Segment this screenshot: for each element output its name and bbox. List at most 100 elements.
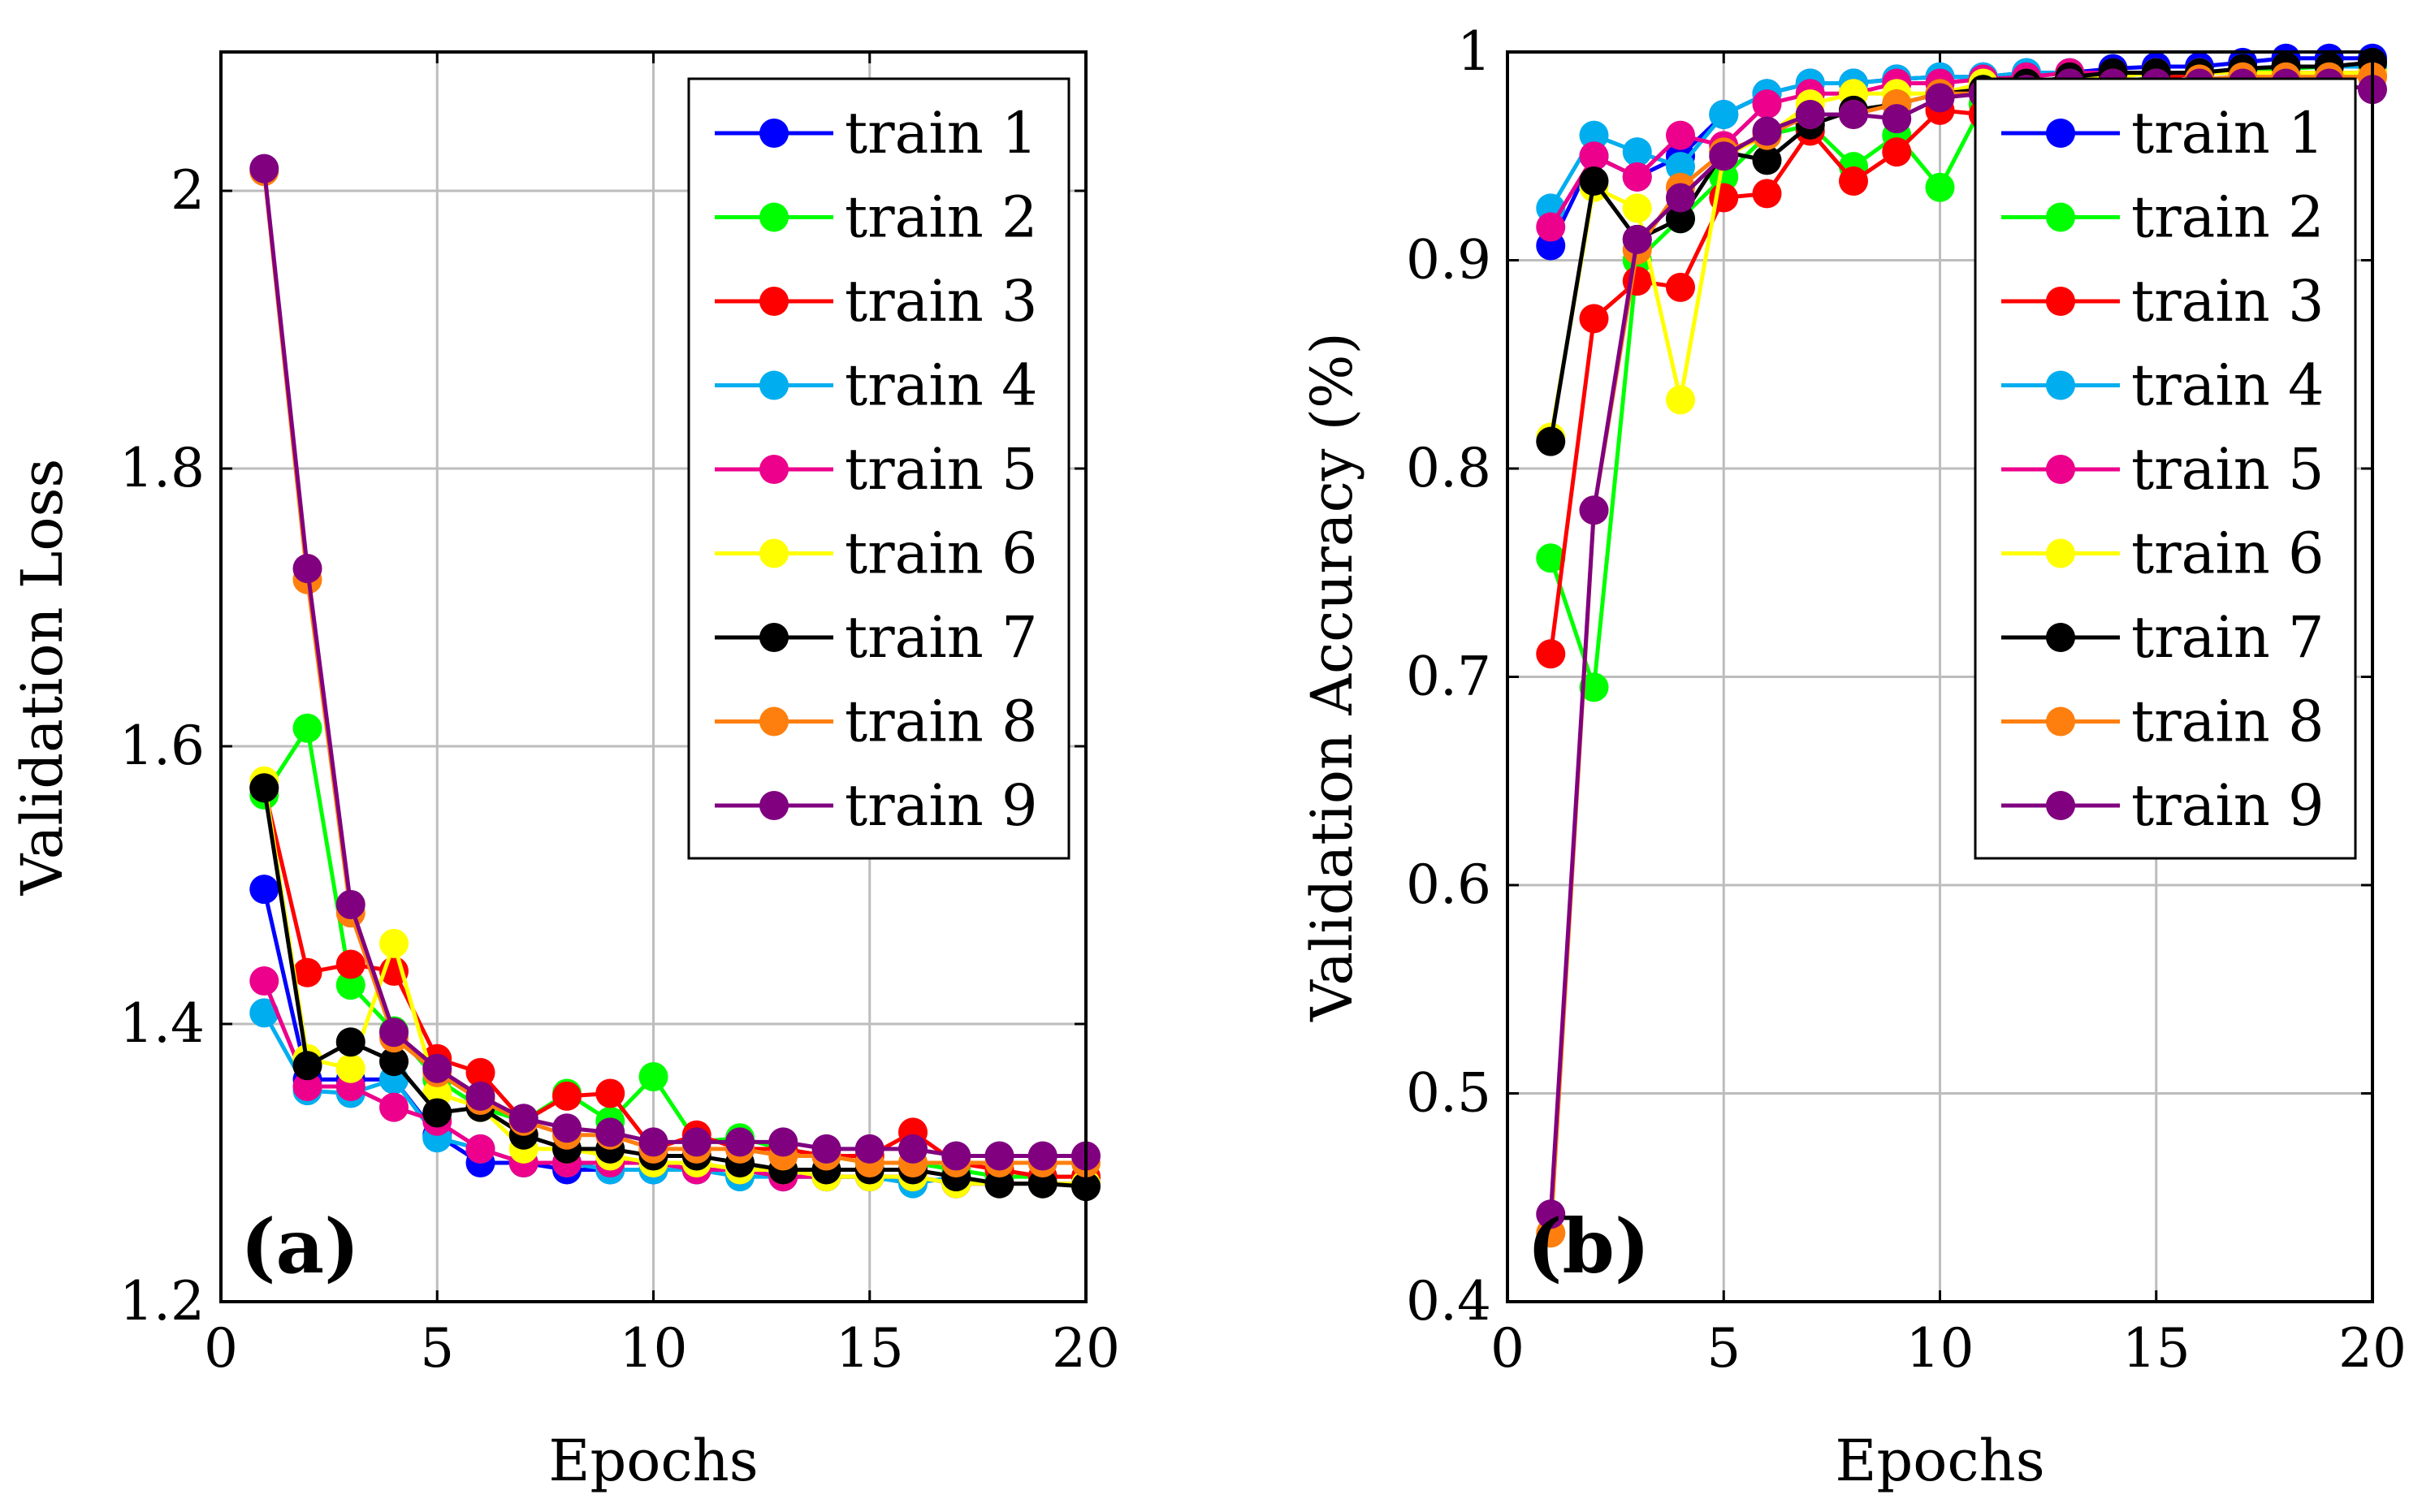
data-point — [1666, 272, 1695, 302]
legend-swatch-marker — [759, 455, 789, 484]
data-point — [1709, 162, 1739, 192]
legend-label: train 9 — [2131, 772, 2325, 839]
data-point — [292, 554, 322, 584]
data-point — [249, 773, 279, 803]
data-point — [1579, 304, 1609, 334]
y-tick-label: 0.8 — [1406, 437, 1491, 499]
data-point — [1752, 145, 1782, 175]
data-point — [984, 1169, 1014, 1199]
y-axis-label: Validation Loss — [9, 459, 76, 896]
data-point — [811, 1134, 841, 1164]
legend-swatch-marker — [759, 370, 789, 400]
data-point — [1536, 1199, 1566, 1229]
data-point — [1027, 1169, 1057, 1199]
data-point — [768, 1127, 798, 1157]
data-point — [1925, 83, 1955, 113]
legend-swatch-marker — [2046, 370, 2075, 400]
legend-label: train 9 — [845, 772, 1038, 839]
data-point — [335, 1027, 365, 1057]
x-tick-label: 10 — [620, 1317, 688, 1380]
data-point — [1536, 639, 1566, 669]
data-point — [249, 966, 279, 996]
legend-label: train 3 — [2131, 268, 2325, 335]
legend-label: train 2 — [845, 184, 1038, 251]
data-point — [984, 1141, 1014, 1171]
data-point — [638, 1061, 668, 1091]
y-tick-label: 1.6 — [119, 715, 205, 777]
data-point — [1536, 212, 1566, 242]
legend-label: train 1 — [2131, 100, 2325, 166]
data-point — [552, 1113, 582, 1143]
data-point — [1622, 162, 1652, 192]
x-axis-label: Epochs — [1835, 1428, 2044, 1494]
legend-swatch-marker — [2046, 791, 2075, 820]
panel-label: (b) — [1527, 1203, 1650, 1290]
data-point — [1709, 99, 1739, 129]
data-point — [465, 1057, 495, 1087]
plot-frame — [1506, 50, 2374, 1303]
data-point — [1579, 120, 1609, 150]
data-point — [1622, 224, 1652, 254]
legend-swatch-marker — [2046, 119, 2075, 148]
y-tick-label: 0.7 — [1406, 646, 1491, 708]
data-point — [1666, 152, 1695, 182]
panel-label: (a) — [240, 1203, 360, 1290]
legend-swatch-marker — [759, 119, 789, 148]
data-point — [854, 1134, 884, 1164]
legend-label: train 8 — [2131, 689, 2325, 755]
data-point — [1839, 99, 1868, 129]
x-tick-label: 10 — [1906, 1317, 1974, 1380]
plot-frame — [219, 50, 1088, 1303]
data-point — [379, 1092, 409, 1122]
legend-swatch-marker — [2046, 455, 2075, 484]
data-point — [1536, 426, 1566, 456]
series-train-9 — [249, 153, 1101, 1171]
x-tick-label: 20 — [1052, 1317, 1120, 1380]
x-tick-label: 5 — [420, 1317, 454, 1380]
data-point — [1622, 137, 1652, 167]
data-point — [422, 1053, 452, 1083]
x-tick-label: 5 — [1706, 1317, 1741, 1380]
data-point — [1795, 99, 1825, 129]
legend-label: train 5 — [845, 436, 1038, 503]
legend-label: train 1 — [845, 100, 1038, 166]
data-point — [681, 1127, 711, 1157]
y-tick-label: 0.5 — [1406, 1062, 1491, 1125]
data-point — [1027, 1141, 1057, 1171]
legend-label: train 4 — [845, 352, 1038, 419]
data-point — [1666, 204, 1695, 234]
x-tick-label: 0 — [1490, 1317, 1525, 1380]
data-point — [1666, 120, 1695, 150]
y-tick-label: 1.4 — [119, 992, 205, 1055]
y-tick-label: 0.4 — [1406, 1270, 1491, 1333]
data-point — [1579, 495, 1609, 525]
data-point — [465, 1081, 495, 1111]
data-point — [335, 889, 365, 919]
data-point — [595, 1078, 625, 1108]
data-point — [1579, 166, 1609, 197]
data-point — [335, 970, 365, 1000]
data-point — [1666, 183, 1695, 213]
legend-label: train 8 — [845, 689, 1038, 755]
data-point — [1839, 166, 1868, 197]
legend-label: train 5 — [2131, 436, 2325, 503]
legend-swatch-marker — [759, 706, 789, 737]
y-tick-label: 1.2 — [119, 1270, 205, 1333]
data-point — [465, 1134, 495, 1164]
data-point — [292, 1071, 322, 1101]
x-tick-label: 15 — [2122, 1317, 2191, 1380]
data-point — [1752, 89, 1782, 119]
legend-label: train 7 — [2131, 604, 2325, 671]
legend-swatch-marker — [759, 287, 789, 316]
data-point — [335, 1053, 365, 1083]
data-point — [292, 957, 322, 987]
data-point — [725, 1127, 755, 1157]
y-tick-label: 0.9 — [1406, 229, 1491, 292]
data-point — [379, 1017, 409, 1048]
data-point — [292, 1051, 322, 1081]
x-tick-label: 15 — [836, 1317, 904, 1380]
data-point — [1752, 116, 1782, 146]
data-point — [1666, 385, 1695, 415]
